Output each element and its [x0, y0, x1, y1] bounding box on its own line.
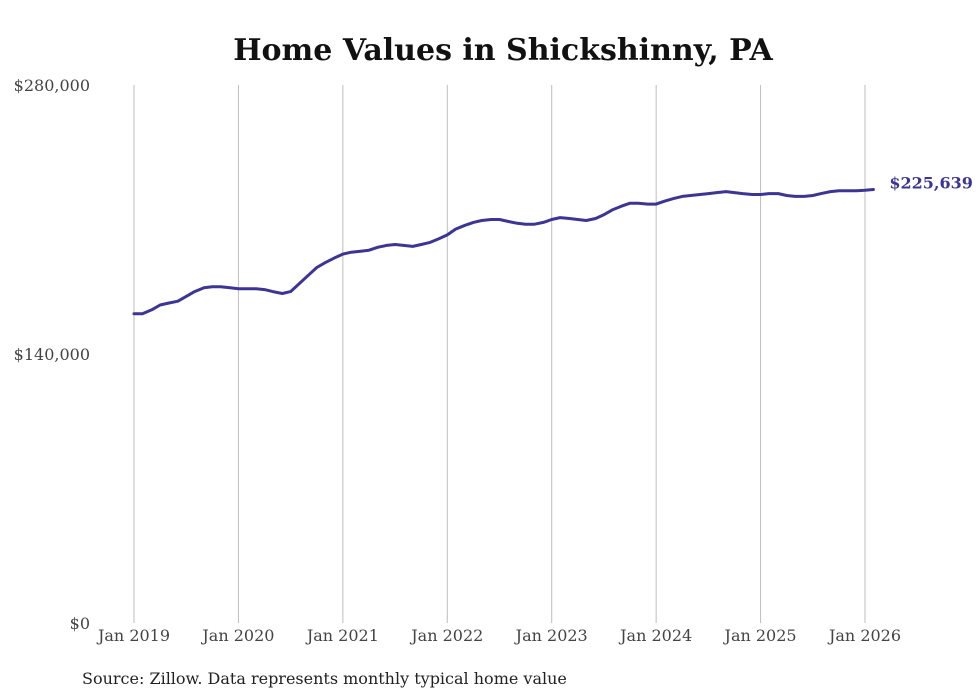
x-tick-label: Jan 2025 — [723, 626, 797, 645]
gridlines — [133, 85, 866, 623]
x-tick-label: Jan 2020 — [200, 626, 274, 645]
series-line — [132, 188, 875, 316]
source-note: Source: Zillow. Data represents monthly … — [82, 669, 567, 688]
x-tick-label: Jan 2023 — [514, 626, 588, 645]
x-tick-label: Jan 2022 — [409, 626, 483, 645]
series-layer: $225,639 — [132, 173, 973, 316]
chart-title: Home Values in Shickshinny, PA — [233, 33, 773, 68]
x-tick-label: Jan 2026 — [827, 626, 901, 645]
y-tick-label: $140,000 — [14, 345, 90, 364]
x-axis-ticks: Jan 2019 Jan 2020 Jan 2021 Jan 2022 Jan 2023… — [96, 626, 901, 645]
x-tick-label: Jan 2019 — [96, 626, 170, 645]
x-tick-label: Jan 2024 — [618, 626, 692, 645]
y-tick-label: $280,000 — [14, 76, 90, 95]
series-end-label: $225,639 — [889, 173, 973, 192]
x-tick-label: Jan 2021 — [305, 626, 379, 645]
y-axis-ticks: $0 $140,000 $280,000 — [14, 76, 90, 633]
y-tick-label: $0 — [70, 614, 90, 633]
